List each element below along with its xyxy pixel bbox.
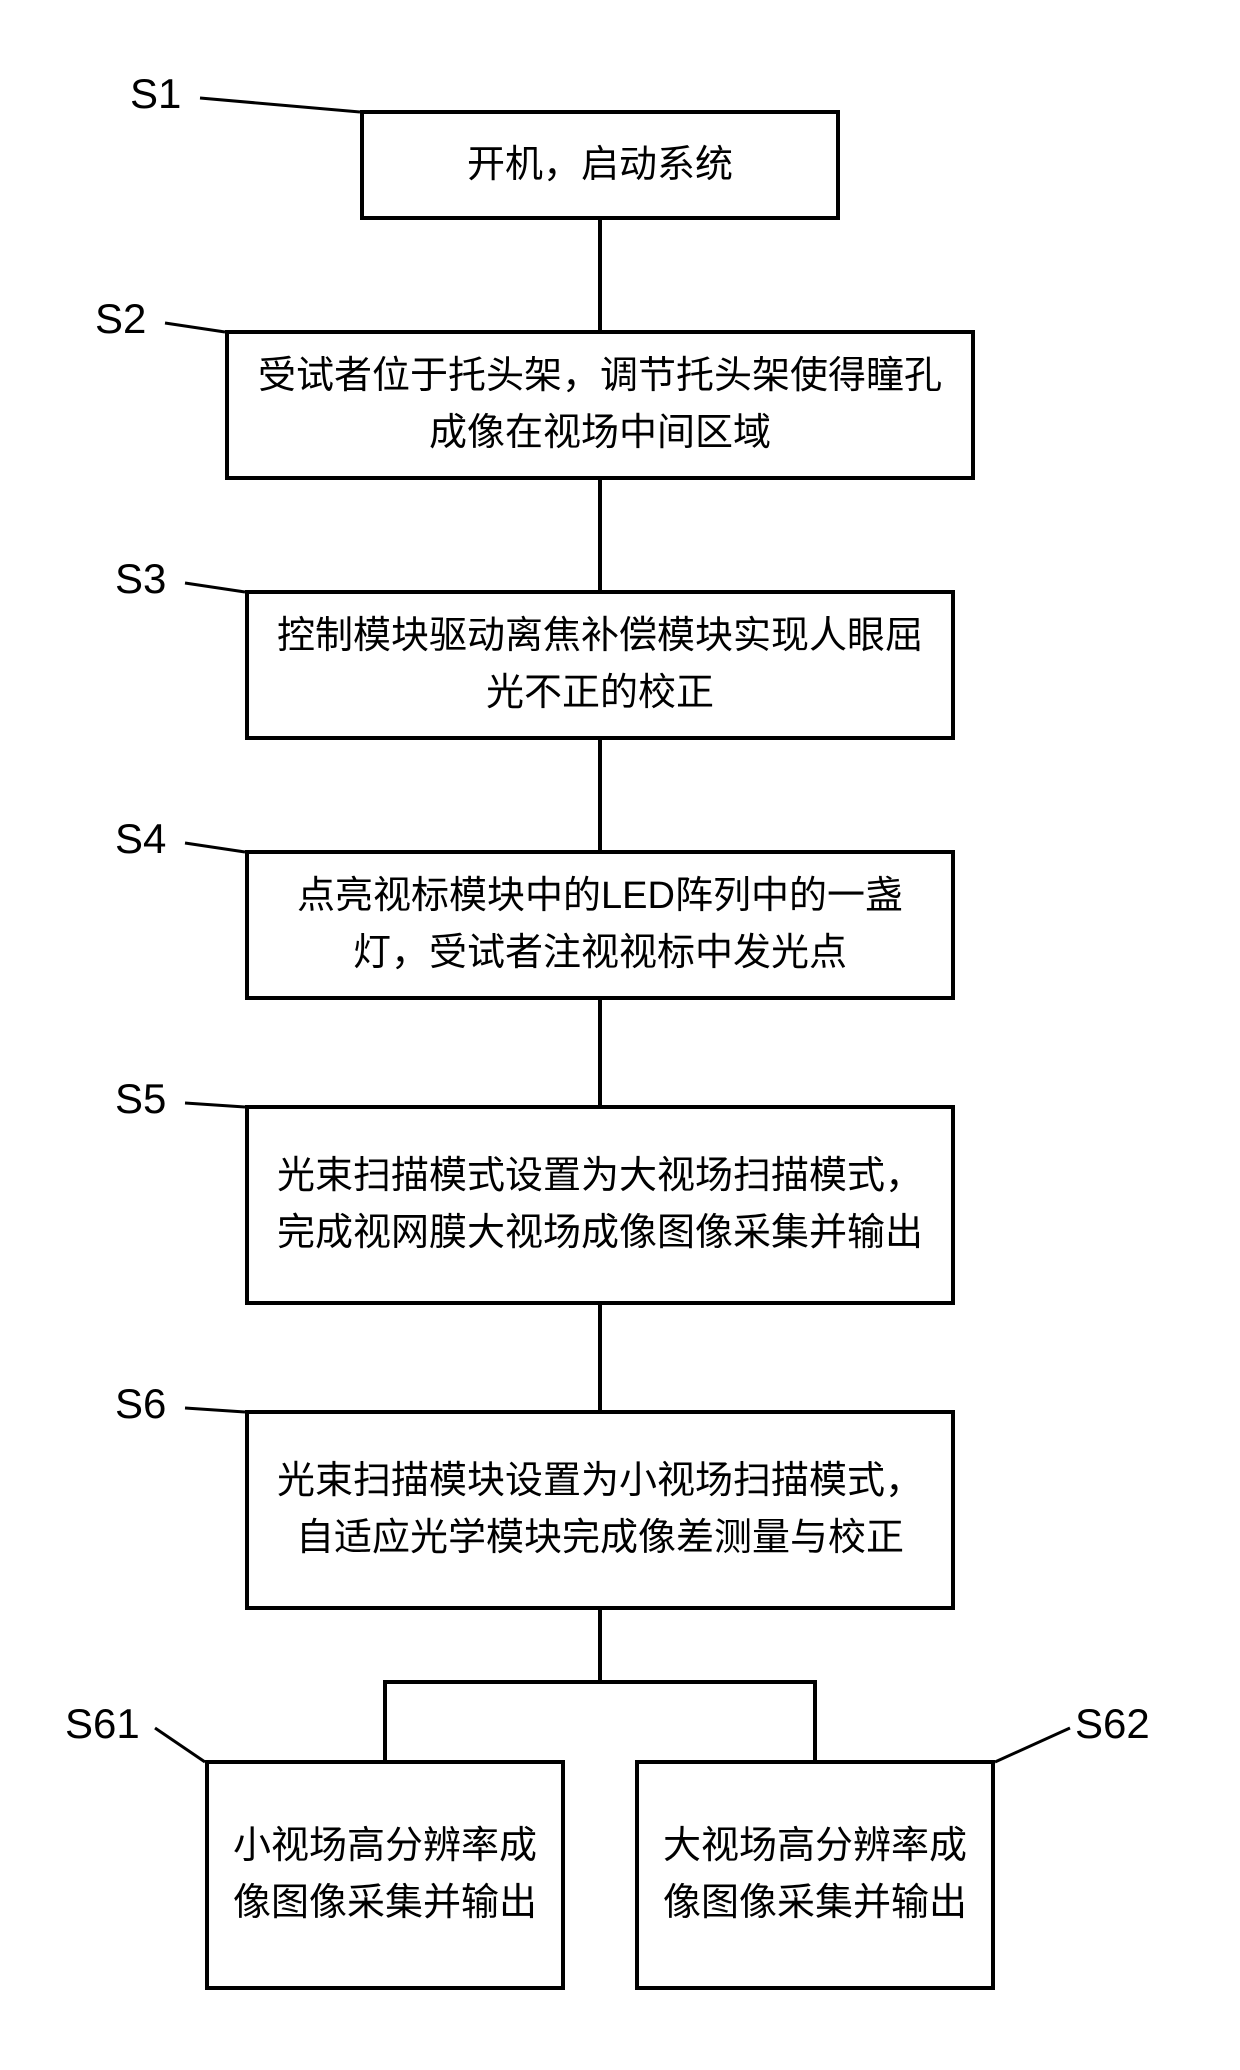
node-text: 光束扫描模块设置为小视场扫描模式，自适应光学模块完成像差测量与校正 — [271, 1453, 929, 1567]
flowchart-node-n1: 开机，启动系统 — [360, 110, 840, 220]
edge-6 — [383, 1680, 817, 1684]
leader-l6 — [185, 1408, 245, 1412]
step-label-s6: S6 — [115, 1380, 166, 1428]
edge-2 — [598, 740, 602, 850]
flowchart-node-n5: 光束扫描模式设置为大视场扫描模式，完成视网膜大视场成像图像采集并输出 — [245, 1105, 955, 1305]
leader-l61 — [155, 1728, 205, 1762]
flowchart-diagram: 开机，启动系统受试者位于托头架，调节托头架使得瞳孔成像在视场中间区域控制模块驱动… — [0, 40, 1240, 2030]
step-label-s62: S62 — [1075, 1700, 1150, 1748]
edge-0 — [598, 220, 602, 330]
node-text: 点亮视标模块中的LED阵列中的一盏灯，受试者注视视标中发光点 — [271, 868, 929, 982]
edge-7 — [383, 1680, 387, 1760]
node-text: 小视场高分辨率成像图像采集并输出 — [231, 1818, 539, 1932]
edge-5 — [598, 1610, 602, 1680]
step-label-s4: S4 — [115, 815, 166, 863]
flowchart-node-n6: 光束扫描模块设置为小视场扫描模式，自适应光学模块完成像差测量与校正 — [245, 1410, 955, 1610]
node-text: 开机，启动系统 — [467, 137, 733, 194]
node-text: 受试者位于托头架，调节托头架使得瞳孔成像在视场中间区域 — [251, 348, 949, 462]
leader-l3 — [185, 583, 245, 592]
step-label-s61: S61 — [65, 1700, 140, 1748]
leader-l5 — [185, 1103, 245, 1107]
flowchart-node-n62: 大视场高分辨率成像图像采集并输出 — [635, 1760, 995, 1990]
step-label-s2: S2 — [95, 295, 146, 343]
edge-3 — [598, 1000, 602, 1105]
flowchart-node-n2: 受试者位于托头架，调节托头架使得瞳孔成像在视场中间区域 — [225, 330, 975, 480]
leader-l2 — [165, 323, 225, 332]
leader-l1 — [200, 98, 360, 112]
leader-l62 — [995, 1728, 1070, 1762]
step-label-s3: S3 — [115, 555, 166, 603]
step-label-s1: S1 — [130, 70, 181, 118]
flowchart-node-n4: 点亮视标模块中的LED阵列中的一盏灯，受试者注视视标中发光点 — [245, 850, 955, 1000]
flowchart-node-n3: 控制模块驱动离焦补偿模块实现人眼屈光不正的校正 — [245, 590, 955, 740]
node-text: 控制模块驱动离焦补偿模块实现人眼屈光不正的校正 — [271, 608, 929, 722]
flowchart-node-n61: 小视场高分辨率成像图像采集并输出 — [205, 1760, 565, 1990]
node-text: 大视场高分辨率成像图像采集并输出 — [661, 1818, 969, 1932]
node-text: 光束扫描模式设置为大视场扫描模式，完成视网膜大视场成像图像采集并输出 — [271, 1148, 929, 1262]
edge-4 — [598, 1305, 602, 1410]
edge-1 — [598, 480, 602, 590]
leader-l4 — [185, 843, 245, 852]
step-label-s5: S5 — [115, 1075, 166, 1123]
edge-8 — [813, 1680, 817, 1760]
